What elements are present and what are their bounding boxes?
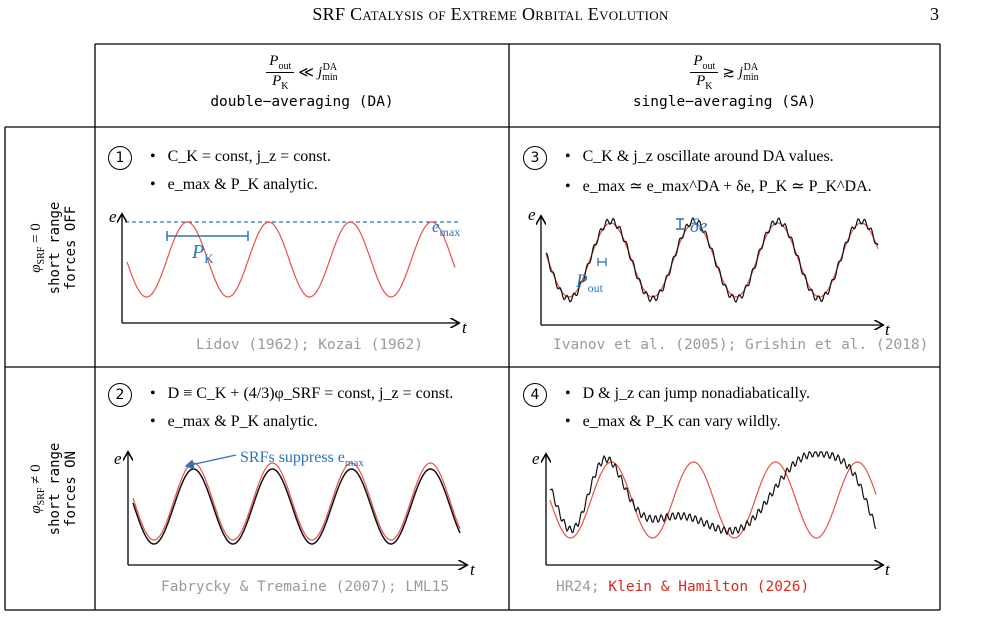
plot4-black-curve [549, 451, 877, 536]
plot1-emax-label: emax [432, 217, 460, 239]
plot3-pout-label: Pout [575, 271, 604, 295]
column-condition-sa: Pout PK ≳ j DA min [690, 53, 759, 92]
plot2-x-label: t [470, 560, 476, 579]
cell3-citation: Ivanov et al. (2005); Grishin et al. (20… [553, 337, 929, 353]
column-header-da: Pout PK ≪ j DA min double−averaging (DA) [95, 50, 509, 110]
plot4-red-curve [549, 461, 877, 539]
cell-number-4: 4 [523, 383, 547, 407]
plot4-x-label: t [885, 560, 891, 579]
cell-number-2: 2 [108, 383, 132, 407]
cell4-bullet-2: • e_max & P_K can vary wildly. [565, 413, 781, 430]
plot-1: e t emax PK [109, 207, 468, 337]
page-running-title: SRF Catalysis of Extreme Orbital Evoluti… [312, 4, 669, 24]
cell1-bullet-2: • e_max & P_K analytic. [150, 176, 318, 193]
plot-2: e t SRFs suppress emax [114, 449, 476, 579]
plot1-period-label: PK [191, 241, 214, 266]
cell2-citation: Fabrycky & Tremaine (2007); LML15 [161, 579, 450, 595]
plot-4: e t [532, 449, 891, 579]
cell3-bullet-2: • e_max ≃ e_max^DA + δe, P_K ≃ P_K^DA. [565, 178, 872, 195]
column-header-sa: Pout PK ≳ j DA min single−averaging (SA) [509, 50, 940, 110]
cell1-bullet-1: • C_K = const, j_z = const. [150, 148, 331, 165]
plot1-y-label: e [109, 207, 117, 226]
page-number: 3 [930, 4, 939, 24]
plot-3: e t δe Pout [528, 205, 891, 339]
plot3-black-curve [545, 216, 879, 304]
cell4-bullet-1: • D & j_z can jump nonadiabatically. [565, 385, 810, 402]
plot2-red-curve [132, 462, 461, 541]
plot2-annotation: SRFs suppress emax [240, 449, 364, 469]
plot3-delta-label: δe [690, 216, 707, 237]
plot3-x-label: t [885, 320, 891, 339]
plot2-annotation-arrow [184, 454, 237, 470]
column-condition-da: Pout PK ≪ j DA min [266, 53, 338, 92]
plot3-red-curve [545, 222, 879, 298]
plot1-red-curve [126, 221, 456, 298]
plot1-x-label: t [462, 318, 468, 337]
plot2-y-label: e [114, 449, 122, 468]
cell3-bullet-1: • C_K & j_z oscillate around DA values. [565, 148, 834, 165]
cell2-bullet-1: • D ≡ C_K + (4/3)φ_SRF = const, j_z = co… [150, 385, 454, 402]
plot2-black-curve [132, 468, 461, 545]
cell-number-3: 3 [523, 146, 547, 170]
cell2-bullet-2: • e_max & P_K analytic. [150, 413, 318, 430]
plot4-y-label: e [532, 449, 540, 468]
column-label-sa: single−averaging (SA) [632, 94, 817, 110]
plot3-y-label: e [528, 205, 536, 224]
cell-number-1: 1 [108, 146, 132, 170]
cell4-citation: HR24; Klein & Hamilton (2026) [556, 579, 810, 595]
cell1-citation: Lidov (1962); Kozai (1962) [196, 337, 423, 353]
column-label-da: double−averaging (DA) [210, 94, 394, 110]
